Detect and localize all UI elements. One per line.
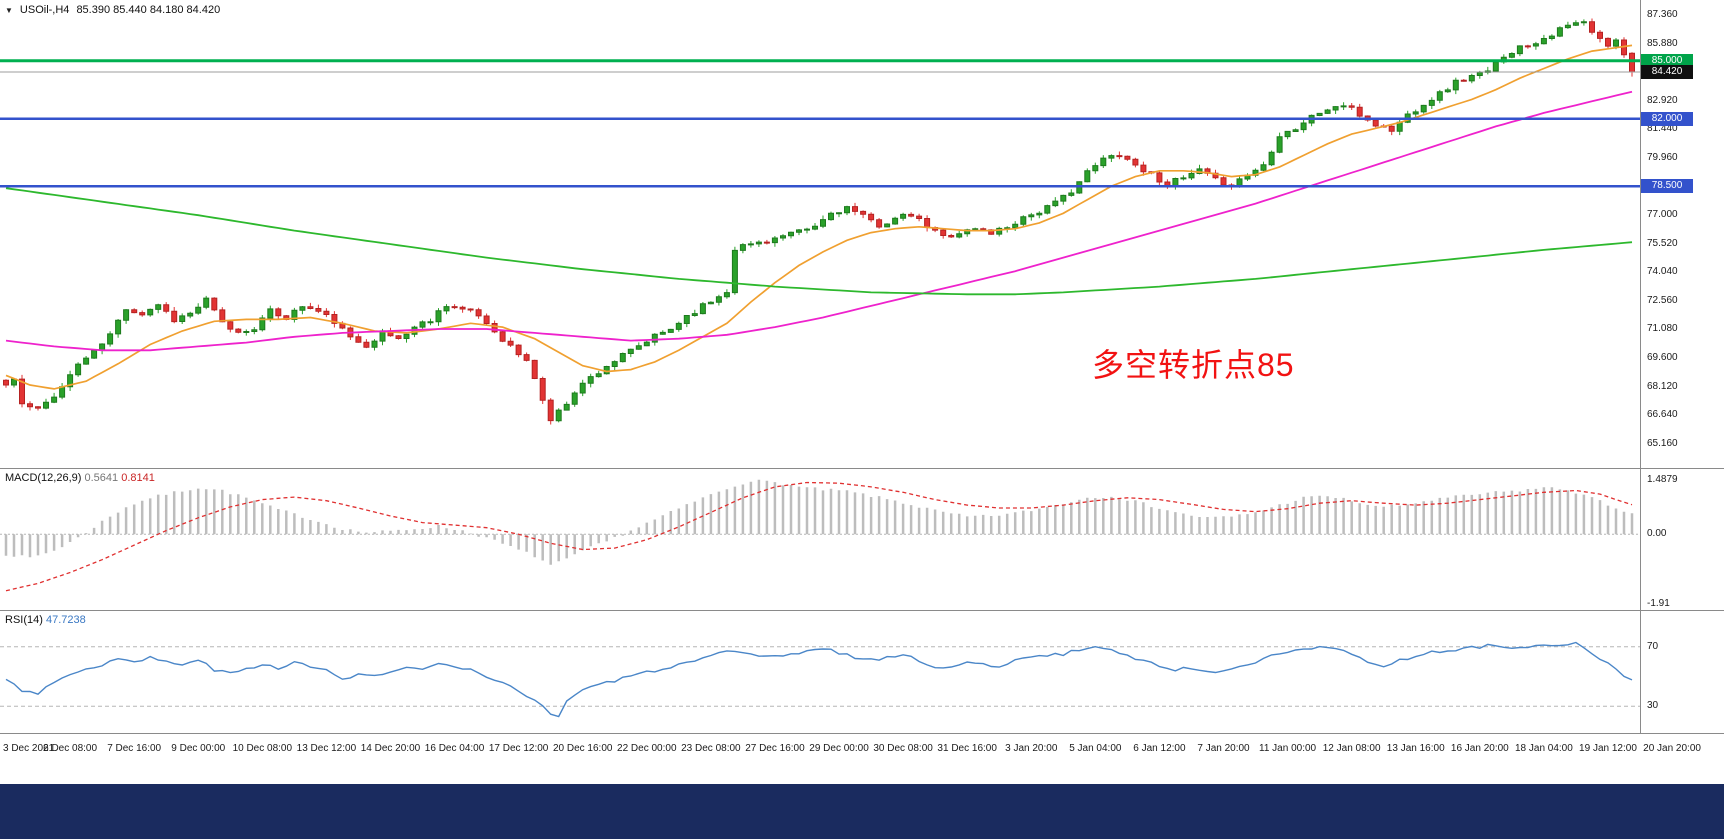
macd-signal-value: 0.8141 — [121, 472, 155, 484]
bear-wicks — [5, 18, 1633, 425]
rsi-tick: 70 — [1647, 640, 1659, 652]
ma-fast-orange — [5, 44, 1633, 390]
time-label: 6 Jan 12:00 — [1133, 743, 1186, 754]
rsi-value: 47.7238 — [45, 614, 86, 626]
macd-indicator-label: MACD(12,26,9) 0.5641 0.8141 — [5, 472, 155, 484]
time-label: 20 Jan 20:00 — [1643, 743, 1701, 754]
price-tick: 65.160 — [1647, 437, 1678, 449]
rsi-canvas — [0, 641, 1640, 718]
bottom-panel — [0, 784, 1724, 839]
bull-bodies — [11, 21, 1619, 422]
price-tick: 74.040 — [1647, 266, 1678, 278]
time-label: 22 Dec 00:00 — [617, 743, 677, 754]
time-label: 23 Dec 08:00 — [681, 743, 741, 754]
time-label: 30 Dec 08:00 — [873, 743, 933, 754]
time-label: 13 Dec 12:00 — [296, 743, 357, 754]
time-label: 20 Dec 16:00 — [552, 743, 613, 754]
time-label: 16 Dec 04:00 — [424, 743, 485, 754]
bear-bodies — [3, 21, 1635, 422]
time-label: 14 Dec 20:00 — [360, 743, 421, 754]
price-tick: 69.600 — [1647, 351, 1678, 363]
price-tick: 68.120 — [1647, 380, 1678, 392]
time-label: 18 Jan 04:00 — [1514, 743, 1573, 754]
price-tick: 87.360 — [1647, 9, 1678, 21]
rsi-indicator-label: RSI(14) 47.7238 — [5, 614, 86, 626]
rsi-pane[interactable] — [0, 611, 1640, 733]
pane-separator-macd-rsi[interactable] — [0, 610, 1724, 611]
price-badge-85.000: 85.000 — [1641, 53, 1693, 68]
time-label: 13 Jan 16:00 — [1386, 743, 1445, 754]
bull-wicks — [13, 19, 1617, 423]
macd-histogram — [4, 479, 1634, 565]
price-tick: 82.920 — [1647, 94, 1678, 106]
time-label: 5 Jan 04:00 — [1069, 743, 1122, 754]
price-tick: 75.520 — [1647, 237, 1678, 249]
price-badge-78.500: 78.500 — [1641, 179, 1693, 194]
time-label: 19 Jan 12:00 — [1579, 743, 1637, 754]
price-scale[interactable]: 87.360 85.880 82.920 81.440 79.960 77.000 75.5… — [1640, 0, 1724, 734]
time-label: 17 Dec 12:00 — [488, 743, 549, 754]
price-badge-84.420: 84.420 — [1641, 64, 1693, 79]
macd-signal-line — [5, 481, 1633, 592]
time-label: 7 Dec 16:00 — [107, 743, 162, 754]
time-label: 29 Dec 00:00 — [809, 743, 869, 754]
time-label: 12 Jan 08:00 — [1322, 743, 1381, 754]
time-label: 31 Dec 16:00 — [937, 743, 997, 754]
price-tick: 66.640 — [1647, 409, 1678, 421]
rsi-name: RSI(14) — [5, 614, 43, 626]
time-label: 6 Dec 08:00 — [43, 743, 98, 754]
price-tick: 71.080 — [1647, 323, 1678, 335]
main-chart-pane[interactable] — [0, 0, 1640, 468]
rsi-line — [5, 641, 1633, 718]
quote-bar: ▼ USOil-,H4 85.390 85.440 84.180 84.420 — [5, 4, 220, 16]
macd-tick: 0.00 — [1647, 528, 1667, 540]
time-label: 3 Dec 2021 — [3, 743, 55, 754]
time-label: 9 Dec 00:00 — [171, 743, 226, 754]
chart-annotation-text: 多空转折点85 — [1092, 347, 1295, 383]
symbol-timeframe-label: USOil-,H4 — [19, 4, 70, 16]
pane-separator-main-macd[interactable] — [0, 468, 1724, 469]
macd-tick: -1.91 — [1647, 597, 1670, 609]
price-tick: 77.000 — [1647, 209, 1678, 221]
time-label: 10 Dec 08:00 — [232, 743, 293, 754]
time-label: 16 Jan 20:00 — [1450, 743, 1509, 754]
macd-main-value: 0.5641 — [84, 472, 119, 484]
time-label: 11 Jan 00:00 — [1259, 743, 1317, 754]
macd-canvas — [0, 479, 1640, 592]
price-badge-82.000: 82.000 — [1641, 111, 1693, 126]
macd-name: MACD(12,26,9) — [5, 472, 82, 484]
price-tick: 81.440 — [1647, 123, 1678, 135]
ohlc-values: 85.390 85.440 84.180 84.420 — [76, 4, 221, 16]
time-label: 27 Dec 16:00 — [745, 743, 805, 754]
rsi-tick: 30 — [1647, 700, 1659, 712]
collapse-triangle-icon[interactable]: ▼ — [5, 5, 13, 15]
ma-slow-green — [5, 187, 1633, 296]
pane-separator-rsi-axis[interactable] — [0, 733, 1724, 734]
price-tick: 72.560 — [1647, 294, 1678, 306]
time-label: 3 Jan 20:00 — [1005, 743, 1058, 754]
macd-pane[interactable] — [0, 469, 1640, 610]
time-axis[interactable]: 3 Dec 2021 6 Dec 08:00 7 Dec 16:00 9 Dec 00… — [0, 734, 1724, 784]
ma-mid-magenta — [5, 90, 1633, 352]
price-tick: 79.960 — [1647, 152, 1678, 164]
time-label: 7 Jan 20:00 — [1197, 743, 1250, 754]
main-chart-canvas — [0, 18, 1640, 425]
price-tick: 85.880 — [1647, 37, 1678, 49]
macd-tick: 1.4879 — [1647, 474, 1678, 485]
